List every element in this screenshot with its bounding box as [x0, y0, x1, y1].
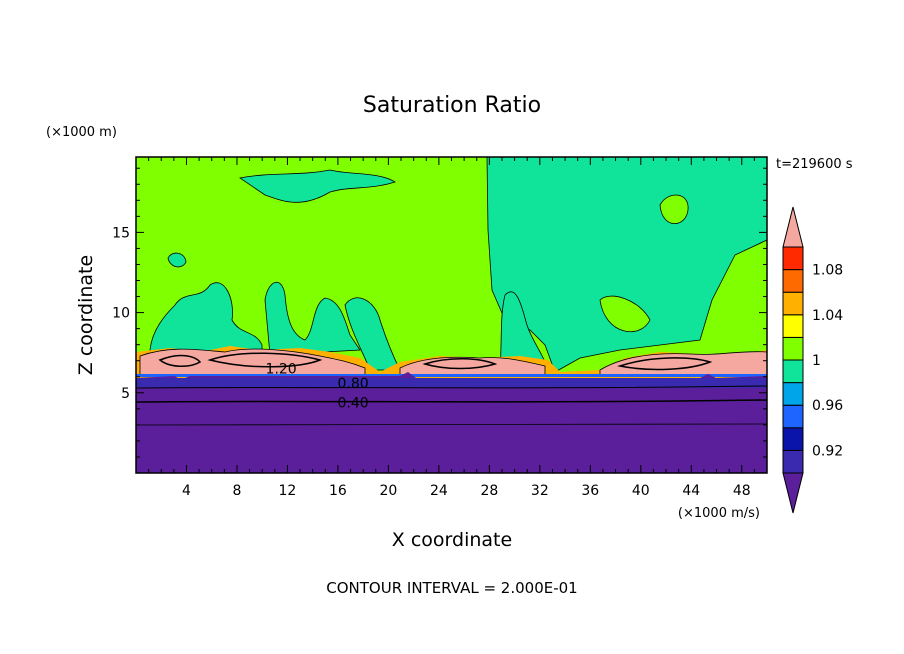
colorbar-box [782, 449, 804, 474]
x-tick-label: 36 [581, 483, 599, 499]
moist-patch-top [238, 169, 396, 203]
contour-labels: 1.20 0.80 0.40 [266, 362, 369, 412]
moist-patch-mid [264, 282, 361, 356]
moist-region-large [486, 157, 767, 373]
colorbar-max-arrow [782, 206, 804, 248]
x-tick-label: 28 [480, 483, 498, 499]
colorbar-box [782, 427, 804, 451]
colorbar-box [782, 382, 804, 406]
colorbar-box [782, 336, 804, 361]
colorbar-box [782, 246, 804, 271]
contour-label: 0.40 [337, 395, 368, 411]
blue-strip [136, 374, 767, 377]
colorbar-box [782, 291, 804, 316]
x-tick-label: 24 [430, 483, 448, 499]
contour-1-20-b [207, 352, 323, 368]
x-unit-label: (×1000 m/s) [678, 506, 760, 521]
moist-speck-1 [167, 252, 187, 268]
colorbar-label: 1 [812, 353, 821, 369]
contour-field [136, 157, 767, 473]
x-tick-label: 32 [531, 483, 549, 499]
colorbar-box [782, 314, 804, 338]
y-tick-label: 10 [112, 306, 130, 322]
colorbar-label: 0.92 [812, 443, 843, 459]
dry-hole-2 [599, 295, 651, 333]
colorbar-label: 0.96 [812, 398, 843, 414]
colorbar-label: 1.04 [812, 308, 843, 324]
dry-hole [659, 194, 689, 224]
x-tick-label: 4 [182, 483, 191, 499]
colorbar-box [782, 269, 804, 293]
y-tick-label: 5 [121, 386, 130, 402]
supersaturated-left [139, 348, 366, 377]
contour-1-20-a [158, 354, 202, 367]
contour-label: 0.80 [337, 376, 368, 392]
contour-0-80 [136, 385, 767, 389]
x-tick-label: 44 [682, 483, 700, 499]
contour-1-20-c [422, 357, 498, 370]
contour-label: 1.20 [266, 362, 297, 378]
x-tick-label: 20 [379, 483, 397, 499]
moist-patch-left [149, 282, 263, 361]
time-label: t=219600 s [776, 157, 853, 172]
contour-interval-note: CONTOUR INTERVAL = 2.000E-01 [326, 579, 577, 597]
x-tick-label: 40 [632, 483, 650, 499]
chart-title: Saturation Ratio [363, 93, 541, 118]
x-axis-label: X coordinate [392, 529, 512, 551]
colorbar: 1.08 1.04 1 0.96 0.92 [782, 206, 843, 514]
colorbar-box [782, 404, 804, 429]
y-axis: 5 10 15 [112, 167, 767, 458]
dry-layer-top [136, 378, 767, 388]
x-tick-label: 8 [232, 483, 241, 499]
colorbar-min-arrow [782, 472, 804, 514]
dry-layer [136, 372, 767, 473]
x-tick-label: 12 [279, 483, 297, 499]
x-tick-label: 16 [329, 483, 347, 499]
supersaturated-mid [399, 356, 546, 377]
x-tick-label: 48 [733, 483, 751, 499]
colorbar-label: 1.08 [812, 263, 843, 279]
moist-column [344, 297, 401, 371]
x-axis: 4 8 12 16 20 24 28 32 36 40 44 48 [148, 157, 755, 499]
y-axis-label: Z coordinate [75, 255, 97, 375]
contour-0-40 [136, 399, 767, 403]
moist-column-2 [499, 291, 549, 373]
colorbar-box [782, 359, 804, 384]
y-unit-label: (×1000 m) [46, 125, 117, 140]
supersaturated-right [599, 351, 767, 377]
contour-1-20-d [617, 357, 713, 371]
y-tick-label: 15 [112, 225, 130, 241]
